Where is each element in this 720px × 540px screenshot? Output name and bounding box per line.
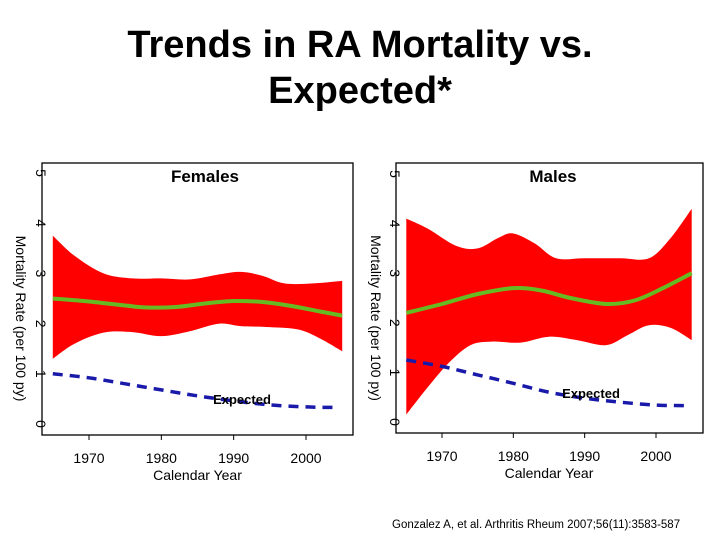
x-tick-label-males: 2000 [640, 448, 671, 464]
plot-frame-females [41, 162, 354, 436]
expected-annotation-males: Expected [562, 386, 620, 401]
y-tick-label-males: 2 [387, 319, 403, 327]
ci-band-males [406, 208, 692, 415]
y-tick-label-females: 4 [33, 219, 49, 227]
panel-title-females: Females [171, 167, 239, 186]
observed-line-males [405, 271, 693, 315]
y-tick-label-males: 1 [387, 369, 403, 377]
y-tick-label-females: 2 [33, 320, 49, 328]
slide-title-line2: Expected* [268, 70, 452, 112]
citation: Gonzalez A, et al. Arthritis Rheum 2007;… [392, 519, 681, 531]
x-axis-label-males: Calendar Year [505, 465, 594, 481]
y-tick-label-females: 5 [33, 169, 49, 177]
expected-annotation-females: Expected [213, 392, 271, 407]
y-tick-label-males: 3 [387, 269, 403, 277]
y-axis-label-males: Mortality Rate (per 100 py) [368, 235, 384, 401]
ci-band-females [52, 235, 343, 359]
slide-title-line1: Trends in RA Mortality vs. [127, 24, 593, 66]
x-tick-label-females: 1990 [218, 450, 249, 466]
x-tick-label-females: 2000 [290, 450, 321, 466]
panel-title-males: Males [529, 167, 576, 186]
y-tick-label-females: 1 [33, 370, 49, 378]
x-tick-label-males: 1980 [498, 448, 529, 464]
slide-title: Trends in RA Mortality vs. Expected* [0, 22, 720, 114]
x-tick-label-males: 1970 [426, 448, 457, 464]
expected-line-males [405, 358, 685, 408]
y-axis-label-females: Mortality Rate (per 100 py) [13, 236, 29, 402]
x-tick-label-females: 1970 [73, 450, 104, 466]
plot-frame-males [395, 162, 704, 434]
y-tick-label-females: 3 [33, 270, 49, 278]
observed-line-females [52, 296, 343, 318]
y-tick-label-females: 0 [33, 420, 49, 428]
x-tick-label-females: 1980 [146, 450, 177, 466]
y-tick-label-males: 0 [387, 418, 403, 426]
x-tick-label-males: 1990 [569, 448, 600, 464]
y-tick-label-males: 4 [387, 220, 403, 228]
x-axis-label-females: Calendar Year [153, 467, 242, 483]
chart-males: Males 1970 1980 1990 2000 Calendar Year 0 1 2 3 4 5… [368, 162, 704, 481]
expected-line-females [52, 372, 335, 410]
chart-females: Females 1970 1980 1990 2000 Calendar Year 0 1 2 3… [13, 162, 354, 483]
y-tick-label-males: 5 [387, 170, 403, 178]
